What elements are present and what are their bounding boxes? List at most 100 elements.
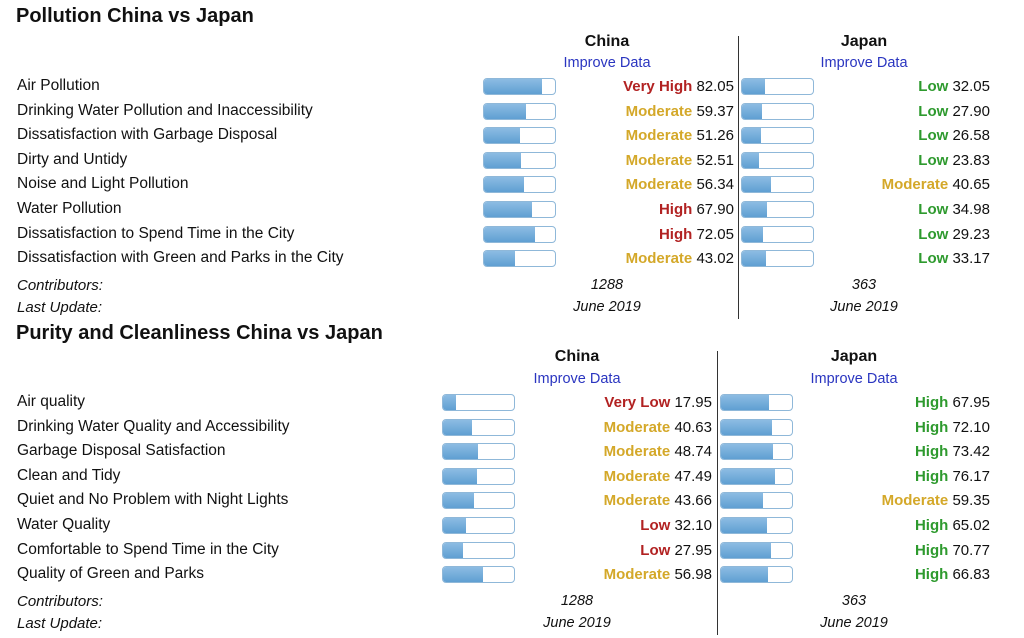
level-label: Low [918, 127, 949, 145]
level-label: Low [918, 225, 949, 243]
japan-contributors: 363 [851, 276, 877, 293]
value-number: 34.98 [952, 201, 990, 218]
level-label: Very High [623, 78, 693, 95]
japan-value: Low 27.90 [918, 103, 990, 120]
japan-value: Low 26.58 [918, 127, 990, 144]
japan-bar-track [741, 102, 814, 120]
row-label: Dissatisfaction with Green and Parks in … [17, 249, 344, 267]
china-bar-fill [443, 444, 478, 460]
japan-bar-fill [742, 79, 765, 94]
level-label: Low [918, 201, 949, 218]
china-bar-track [483, 78, 556, 95]
row-label: Dissatisfaction to Spend Time in the Cit… [17, 224, 295, 242]
china-bar-fill [484, 103, 526, 119]
level-label: Low [640, 517, 671, 534]
china-bar-fill [443, 567, 483, 583]
japan-bar-fill [721, 444, 773, 460]
china-value: Moderate 52.51 [626, 152, 734, 169]
china-bar-track [483, 151, 556, 169]
level-label: Low [918, 102, 949, 120]
china-value: Very High 82.05 [623, 78, 734, 95]
china-bar-track [442, 467, 515, 485]
japan-value: Low 23.83 [918, 152, 990, 169]
japan-value: Low 34.98 [918, 201, 990, 218]
value-number: 27.90 [952, 102, 990, 120]
level-label: High [914, 394, 949, 411]
japan-bar-track [741, 176, 814, 194]
row-label: Water Quality [17, 516, 111, 533]
value-number: 47.49 [674, 467, 712, 485]
china-bar-fill [484, 177, 524, 193]
japan-improve-data-link[interactable]: Improve Data [810, 371, 898, 387]
level-label: High [914, 517, 949, 534]
level-label: Moderate [881, 176, 949, 194]
level-label: High [914, 467, 949, 485]
china-bar-track [483, 102, 556, 120]
china-value: Moderate 48.74 [604, 443, 712, 460]
value-number: 29.23 [952, 225, 990, 243]
level-label: High [658, 225, 693, 243]
japan-bar-fill [721, 542, 771, 558]
value-number: 43.02 [696, 250, 734, 268]
value-number: 70.77 [952, 541, 990, 559]
japan-bar-track [741, 78, 814, 95]
row-label: Garbage Disposal Satisfaction [17, 442, 226, 460]
level-label: Moderate [603, 467, 671, 485]
china-value: Moderate 56.98 [604, 566, 712, 583]
value-number: 76.17 [952, 467, 990, 485]
level-label: Moderate [625, 250, 693, 268]
japan-value: Moderate 59.35 [882, 492, 990, 509]
japan-value: High 66.83 [915, 566, 990, 583]
china-bar-fill [443, 493, 474, 509]
japan-value: High 70.77 [915, 542, 990, 559]
china-bar-track [483, 225, 556, 243]
japan-improve-data-link[interactable]: Improve Data [820, 55, 908, 71]
china-improve-data-link[interactable]: Improve Data [563, 55, 651, 71]
level-label: Low [640, 541, 671, 559]
level-label: Moderate [625, 176, 693, 194]
value-number: 33.17 [952, 250, 990, 268]
china-value: High 67.90 [659, 201, 734, 218]
level-label: Moderate [881, 492, 949, 510]
china-bar-track [483, 176, 556, 194]
value-number: 51.26 [696, 127, 734, 145]
china-bar-fill [484, 251, 515, 267]
china-value: Low 32.10 [640, 517, 712, 534]
value-number: 59.37 [696, 102, 734, 120]
japan-bar-track [720, 443, 793, 461]
japan-bar-fill [742, 251, 766, 267]
japan-bar-fill [721, 518, 767, 533]
contributors-label: Contributors: [17, 592, 103, 610]
japan-bar-track [741, 250, 814, 268]
japan-bar-track [720, 541, 793, 559]
japan-bar-track [720, 418, 793, 436]
value-number: 27.95 [674, 541, 712, 559]
china-bar-track [442, 443, 515, 461]
china-bar-fill [484, 128, 520, 144]
china-bar-track [442, 394, 515, 411]
china-bar-fill [443, 542, 463, 558]
row-label: Noise and Light Pollution [17, 175, 189, 193]
value-number: 65.02 [952, 517, 990, 534]
china-contributors: 1288 [560, 592, 594, 609]
china-improve-data-link[interactable]: Improve Data [533, 371, 621, 387]
column-divider [717, 351, 718, 635]
last-update-label: Last Update: [17, 614, 103, 632]
level-label: High [914, 443, 949, 461]
section-title: Pollution China vs Japan [16, 5, 254, 27]
value-number: 40.63 [674, 418, 712, 436]
level-label: High [914, 418, 949, 436]
china-bar-fill [484, 226, 535, 242]
level-label: Moderate [603, 418, 671, 436]
level-label: Moderate [603, 566, 671, 584]
value-number: 56.98 [674, 566, 712, 584]
china-bar-track [483, 250, 556, 268]
japan-column-header: Japan [840, 33, 888, 50]
level-label: Moderate [625, 127, 693, 145]
section-title: Purity and Cleanliness China vs Japan [16, 322, 383, 344]
japan-bar-fill [742, 226, 763, 242]
level-label: Low [918, 78, 949, 95]
china-value: Moderate 51.26 [626, 127, 734, 144]
japan-contributors: 363 [841, 592, 867, 609]
china-bar-track [442, 492, 515, 510]
